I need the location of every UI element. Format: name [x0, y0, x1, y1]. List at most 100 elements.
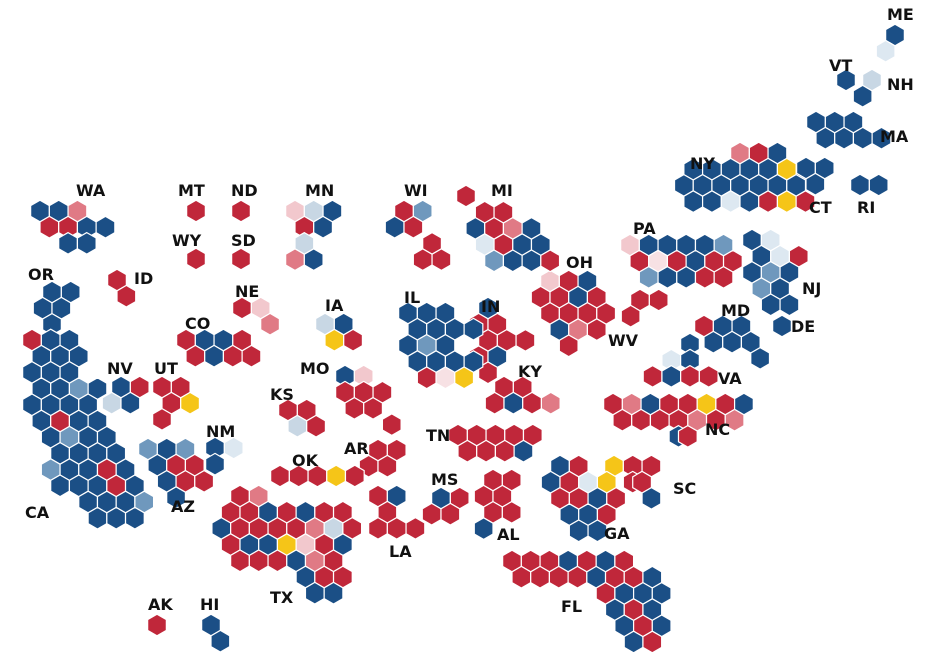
district-hex-la[interactable]: [386, 516, 407, 540]
district-hex-ky[interactable]: [522, 391, 543, 415]
district-hex-me[interactable]: [875, 39, 896, 63]
district-hex-sd[interactable]: [231, 247, 251, 271]
district-hex-mn[interactable]: [313, 215, 334, 239]
district-hex-ok[interactable]: [326, 464, 347, 488]
district-hex-co[interactable]: [241, 344, 262, 368]
district-hex-mo[interactable]: [363, 396, 384, 420]
district-hex-fl[interactable]: [530, 565, 551, 589]
district-hex-wa[interactable]: [58, 231, 79, 255]
district-hex-tx[interactable]: [248, 549, 269, 573]
district-hex-co[interactable]: [222, 344, 243, 368]
district-hex-wa[interactable]: [95, 215, 116, 239]
district-hex-pa[interactable]: [713, 265, 734, 289]
district-hex-ga[interactable]: [587, 519, 608, 543]
district-hex-ri[interactable]: [868, 173, 889, 197]
district-hex-hi[interactable]: [210, 629, 231, 653]
district-hex-nc[interactable]: [631, 408, 652, 432]
district-hex-ny[interactable]: [776, 190, 797, 214]
district-hex-il[interactable]: [435, 366, 456, 390]
district-hex-ca[interactable]: [50, 474, 71, 498]
district-hex-nj[interactable]: [779, 293, 800, 317]
district-hex-nm[interactable]: [205, 452, 225, 476]
district-hex-pa[interactable]: [657, 265, 678, 289]
district-hex-md[interactable]: [722, 330, 743, 354]
district-hex-tn[interactable]: [494, 439, 515, 463]
district-hex-fl[interactable]: [548, 565, 569, 589]
district-hex-fl[interactable]: [623, 630, 644, 654]
district-hex-wi[interactable]: [412, 248, 433, 272]
district-hex-pa[interactable]: [694, 265, 715, 289]
district-hex-oh[interactable]: [586, 318, 607, 342]
district-hex-mn[interactable]: [285, 248, 305, 272]
district-hex-fl[interactable]: [567, 565, 588, 589]
district-hex-wa[interactable]: [76, 231, 97, 255]
district-hex-ma[interactable]: [871, 126, 892, 150]
district-hex-de[interactable]: [772, 314, 792, 338]
district-hex-md[interactable]: [703, 330, 724, 354]
district-hex-va[interactable]: [680, 364, 700, 388]
district-hex-ny[interactable]: [795, 190, 816, 214]
district-hex-ma[interactable]: [834, 126, 855, 150]
district-hex-nh[interactable]: [852, 84, 873, 108]
district-hex-nm[interactable]: [223, 436, 244, 460]
district-hex-wi[interactable]: [431, 248, 452, 272]
district-hex-nc[interactable]: [649, 408, 670, 432]
district-hex-ak[interactable]: [147, 613, 167, 637]
district-hex-sc[interactable]: [641, 486, 662, 510]
district-hex-il[interactable]: [463, 317, 484, 341]
district-hex-co[interactable]: [204, 344, 225, 368]
district-hex-ms[interactable]: [440, 502, 461, 526]
district-hex-mi[interactable]: [502, 249, 523, 273]
district-hex-ok[interactable]: [270, 464, 290, 488]
district-hex-ny[interactable]: [701, 190, 722, 214]
district-hex-tx[interactable]: [230, 549, 250, 573]
district-hex-al[interactable]: [501, 500, 522, 524]
district-hex-ky[interactable]: [540, 391, 561, 415]
district-hex-tx[interactable]: [304, 581, 325, 605]
district-hex-ok[interactable]: [344, 464, 365, 488]
district-hex-ca[interactable]: [106, 506, 127, 530]
district-hex-nc[interactable]: [724, 408, 745, 432]
district-hex-ma[interactable]: [852, 126, 873, 150]
district-hex-ks[interactable]: [306, 414, 327, 438]
district-hex-ny[interactable]: [739, 190, 760, 214]
district-hex-wa[interactable]: [39, 215, 60, 239]
district-hex-ny[interactable]: [758, 190, 779, 214]
district-hex-mi[interactable]: [456, 184, 476, 208]
district-hex-va[interactable]: [661, 364, 682, 388]
district-hex-mo[interactable]: [344, 396, 365, 420]
district-hex-al[interactable]: [473, 517, 494, 541]
district-hex-vt[interactable]: [836, 68, 856, 92]
district-hex-ar[interactable]: [377, 454, 398, 478]
district-hex-va[interactable]: [642, 364, 663, 388]
district-hex-in[interactable]: [515, 328, 536, 352]
district-hex-wi[interactable]: [403, 215, 424, 239]
district-hex-id[interactable]: [116, 284, 137, 308]
district-hex-md[interactable]: [750, 346, 771, 370]
district-hex-wv[interactable]: [620, 304, 641, 328]
district-hex-ne[interactable]: [260, 312, 281, 336]
district-hex-nd[interactable]: [231, 199, 251, 223]
district-hex-ut[interactable]: [152, 407, 172, 431]
district-hex-ms[interactable]: [421, 502, 442, 526]
district-hex-nc[interactable]: [612, 408, 633, 432]
district-hex-ky[interactable]: [484, 391, 505, 415]
district-hex-ca[interactable]: [124, 506, 145, 530]
district-hex-pa[interactable]: [676, 265, 697, 289]
district-hex-il[interactable]: [454, 366, 475, 390]
district-hex-mi[interactable]: [521, 249, 542, 273]
district-hex-nv[interactable]: [120, 391, 141, 415]
district-hex-ga[interactable]: [568, 519, 589, 543]
district-hex-fl[interactable]: [642, 630, 663, 654]
district-hex-az[interactable]: [194, 469, 215, 493]
district-hex-tn[interactable]: [513, 439, 534, 463]
district-hex-tn[interactable]: [476, 439, 497, 463]
district-hex-tn[interactable]: [457, 439, 478, 463]
district-hex-ny[interactable]: [683, 190, 704, 214]
district-hex-ri[interactable]: [850, 173, 870, 197]
district-hex-mt[interactable]: [186, 199, 206, 223]
district-hex-wv[interactable]: [648, 288, 669, 312]
district-hex-pa[interactable]: [638, 265, 659, 289]
district-hex-nc[interactable]: [677, 424, 698, 448]
district-hex-ia[interactable]: [343, 328, 364, 352]
